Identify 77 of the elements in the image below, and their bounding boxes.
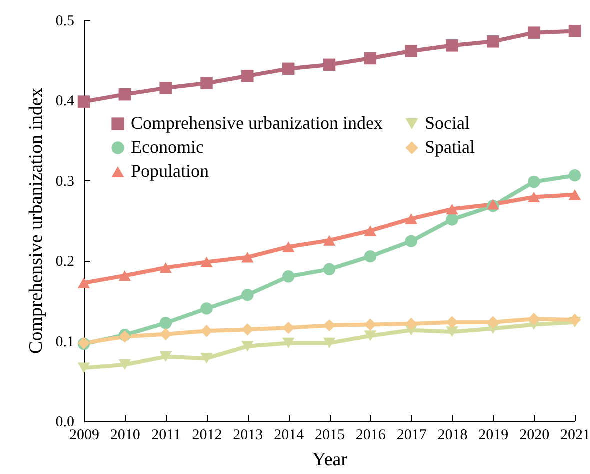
y-axis-title: Comprehensive urbanization index xyxy=(26,88,47,354)
point xyxy=(160,328,172,341)
point xyxy=(323,58,336,72)
y-tick-label: 0.5 xyxy=(56,14,74,30)
x-tick-label: 2020 xyxy=(520,428,550,444)
point xyxy=(200,256,213,268)
point xyxy=(160,262,172,274)
y-tick-label: 0.0 xyxy=(56,414,74,430)
x-tick-label: 2012 xyxy=(192,428,222,444)
point xyxy=(200,353,213,364)
x-tick-label: 2021 xyxy=(560,428,590,444)
x-axis-title: Year xyxy=(312,450,348,470)
y-tick-label: 0.2 xyxy=(56,254,74,270)
point xyxy=(282,242,295,252)
point xyxy=(200,302,213,315)
point xyxy=(242,252,254,263)
legend-label: Spatial xyxy=(425,137,475,157)
point xyxy=(242,341,254,352)
point xyxy=(405,214,418,224)
x-tick-label: 2009 xyxy=(70,428,100,444)
x-tick-label: 2010 xyxy=(110,428,140,444)
point xyxy=(78,96,90,108)
x-tick-label: 2016 xyxy=(356,428,386,444)
point xyxy=(364,250,377,263)
y-tick-label: 0.1 xyxy=(56,334,74,350)
point xyxy=(446,326,458,338)
point xyxy=(405,45,418,58)
point xyxy=(282,270,295,283)
point xyxy=(487,199,500,210)
x-tick-label: 2018 xyxy=(438,428,468,444)
point xyxy=(446,214,458,226)
point xyxy=(568,190,582,200)
point xyxy=(242,288,254,302)
point xyxy=(405,235,418,248)
point xyxy=(364,330,377,342)
point xyxy=(78,362,90,374)
x-tick-label: 2015 xyxy=(315,428,345,444)
point xyxy=(568,169,582,182)
point xyxy=(528,176,540,188)
point xyxy=(528,313,540,326)
point xyxy=(118,88,132,101)
point xyxy=(323,338,336,349)
point xyxy=(282,338,295,349)
point xyxy=(118,360,132,370)
x-tick-label: 2014 xyxy=(274,428,305,444)
point xyxy=(323,263,336,276)
point xyxy=(323,235,336,246)
legend-label: Comprehensive urbanization index xyxy=(131,113,383,133)
x-tick-label: 2019 xyxy=(478,428,509,444)
point xyxy=(446,40,458,52)
point xyxy=(242,323,254,336)
point xyxy=(446,204,458,215)
point xyxy=(364,226,377,236)
point xyxy=(242,70,254,82)
point xyxy=(200,77,213,90)
x-tick-label: 2013 xyxy=(233,428,264,444)
point xyxy=(160,317,172,330)
point xyxy=(118,270,132,282)
y-tick-label: 0.3 xyxy=(56,174,74,190)
point xyxy=(487,36,500,48)
point xyxy=(487,316,500,328)
point xyxy=(364,52,377,65)
legend-label: Economic xyxy=(131,137,204,157)
point xyxy=(78,278,90,288)
point xyxy=(405,318,418,330)
point xyxy=(568,25,582,38)
y-tick-label: 0.4 xyxy=(56,94,75,110)
point xyxy=(568,314,582,326)
legend-label: Population xyxy=(131,161,210,181)
point xyxy=(282,62,295,76)
point xyxy=(160,352,172,362)
point xyxy=(528,192,540,203)
x-tick-label: 2017 xyxy=(396,428,428,444)
legend-label: Social xyxy=(425,113,470,133)
point xyxy=(160,82,172,94)
x-tick-label: 2011 xyxy=(152,428,182,444)
point xyxy=(528,26,540,39)
